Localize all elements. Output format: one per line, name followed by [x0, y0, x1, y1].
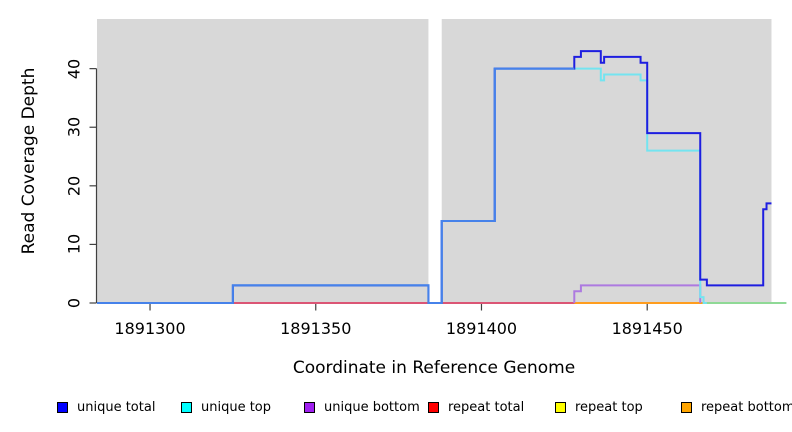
- legend-item-unique-top: unique top: [181, 400, 271, 415]
- legend-label-repeat-top: repeat top: [575, 400, 643, 415]
- legend-item-repeat-total: repeat total: [428, 400, 524, 415]
- legend-label-repeat-total: repeat total: [448, 400, 525, 415]
- legend-swatch-repeat-total: [428, 402, 439, 413]
- legend-swatch-repeat-bottom: [681, 402, 692, 413]
- legend-label-repeat-bottom: repeat bottom: [701, 400, 792, 415]
- legend-swatch-unique-total: [57, 402, 68, 413]
- x-tick-label: 1891450: [611, 319, 683, 338]
- x-tick-label: 1891300: [114, 319, 186, 338]
- legend-item-repeat-top: repeat top: [555, 400, 643, 415]
- legend-label-unique-total: unique total: [77, 400, 156, 415]
- x-tick-label: 1891400: [445, 319, 518, 338]
- legend-item-repeat-bottom: repeat bottom: [681, 400, 792, 415]
- series-unique-total-overlapped-segment: [97, 67, 575, 304]
- legend-item-unique-bottom: unique bottom: [304, 400, 420, 415]
- x-axis-label: Coordinate in Reference Genome: [292, 358, 576, 378]
- no-data-gap-band: [428, 19, 442, 304]
- y-tick-label: 40: [64, 58, 84, 79]
- legend-swatch-unique-bottom: [304, 402, 315, 413]
- legend-swatch-repeat-top: [555, 402, 566, 413]
- legend-label-unique-bottom: unique bottom: [324, 400, 420, 415]
- y-tick-label: 10: [64, 234, 84, 255]
- y-tick-label: 30: [64, 117, 84, 138]
- legend-item-unique-total: unique total: [57, 400, 155, 415]
- y-axis-label: Read Coverage Depth: [19, 67, 39, 255]
- y-tick-label: 20: [64, 175, 84, 196]
- legend-swatch-unique-top: [181, 402, 192, 413]
- legend-label-unique-top: unique top: [201, 400, 272, 415]
- y-tick-label: 0: [64, 297, 84, 309]
- x-tick-label: 1891350: [280, 319, 352, 338]
